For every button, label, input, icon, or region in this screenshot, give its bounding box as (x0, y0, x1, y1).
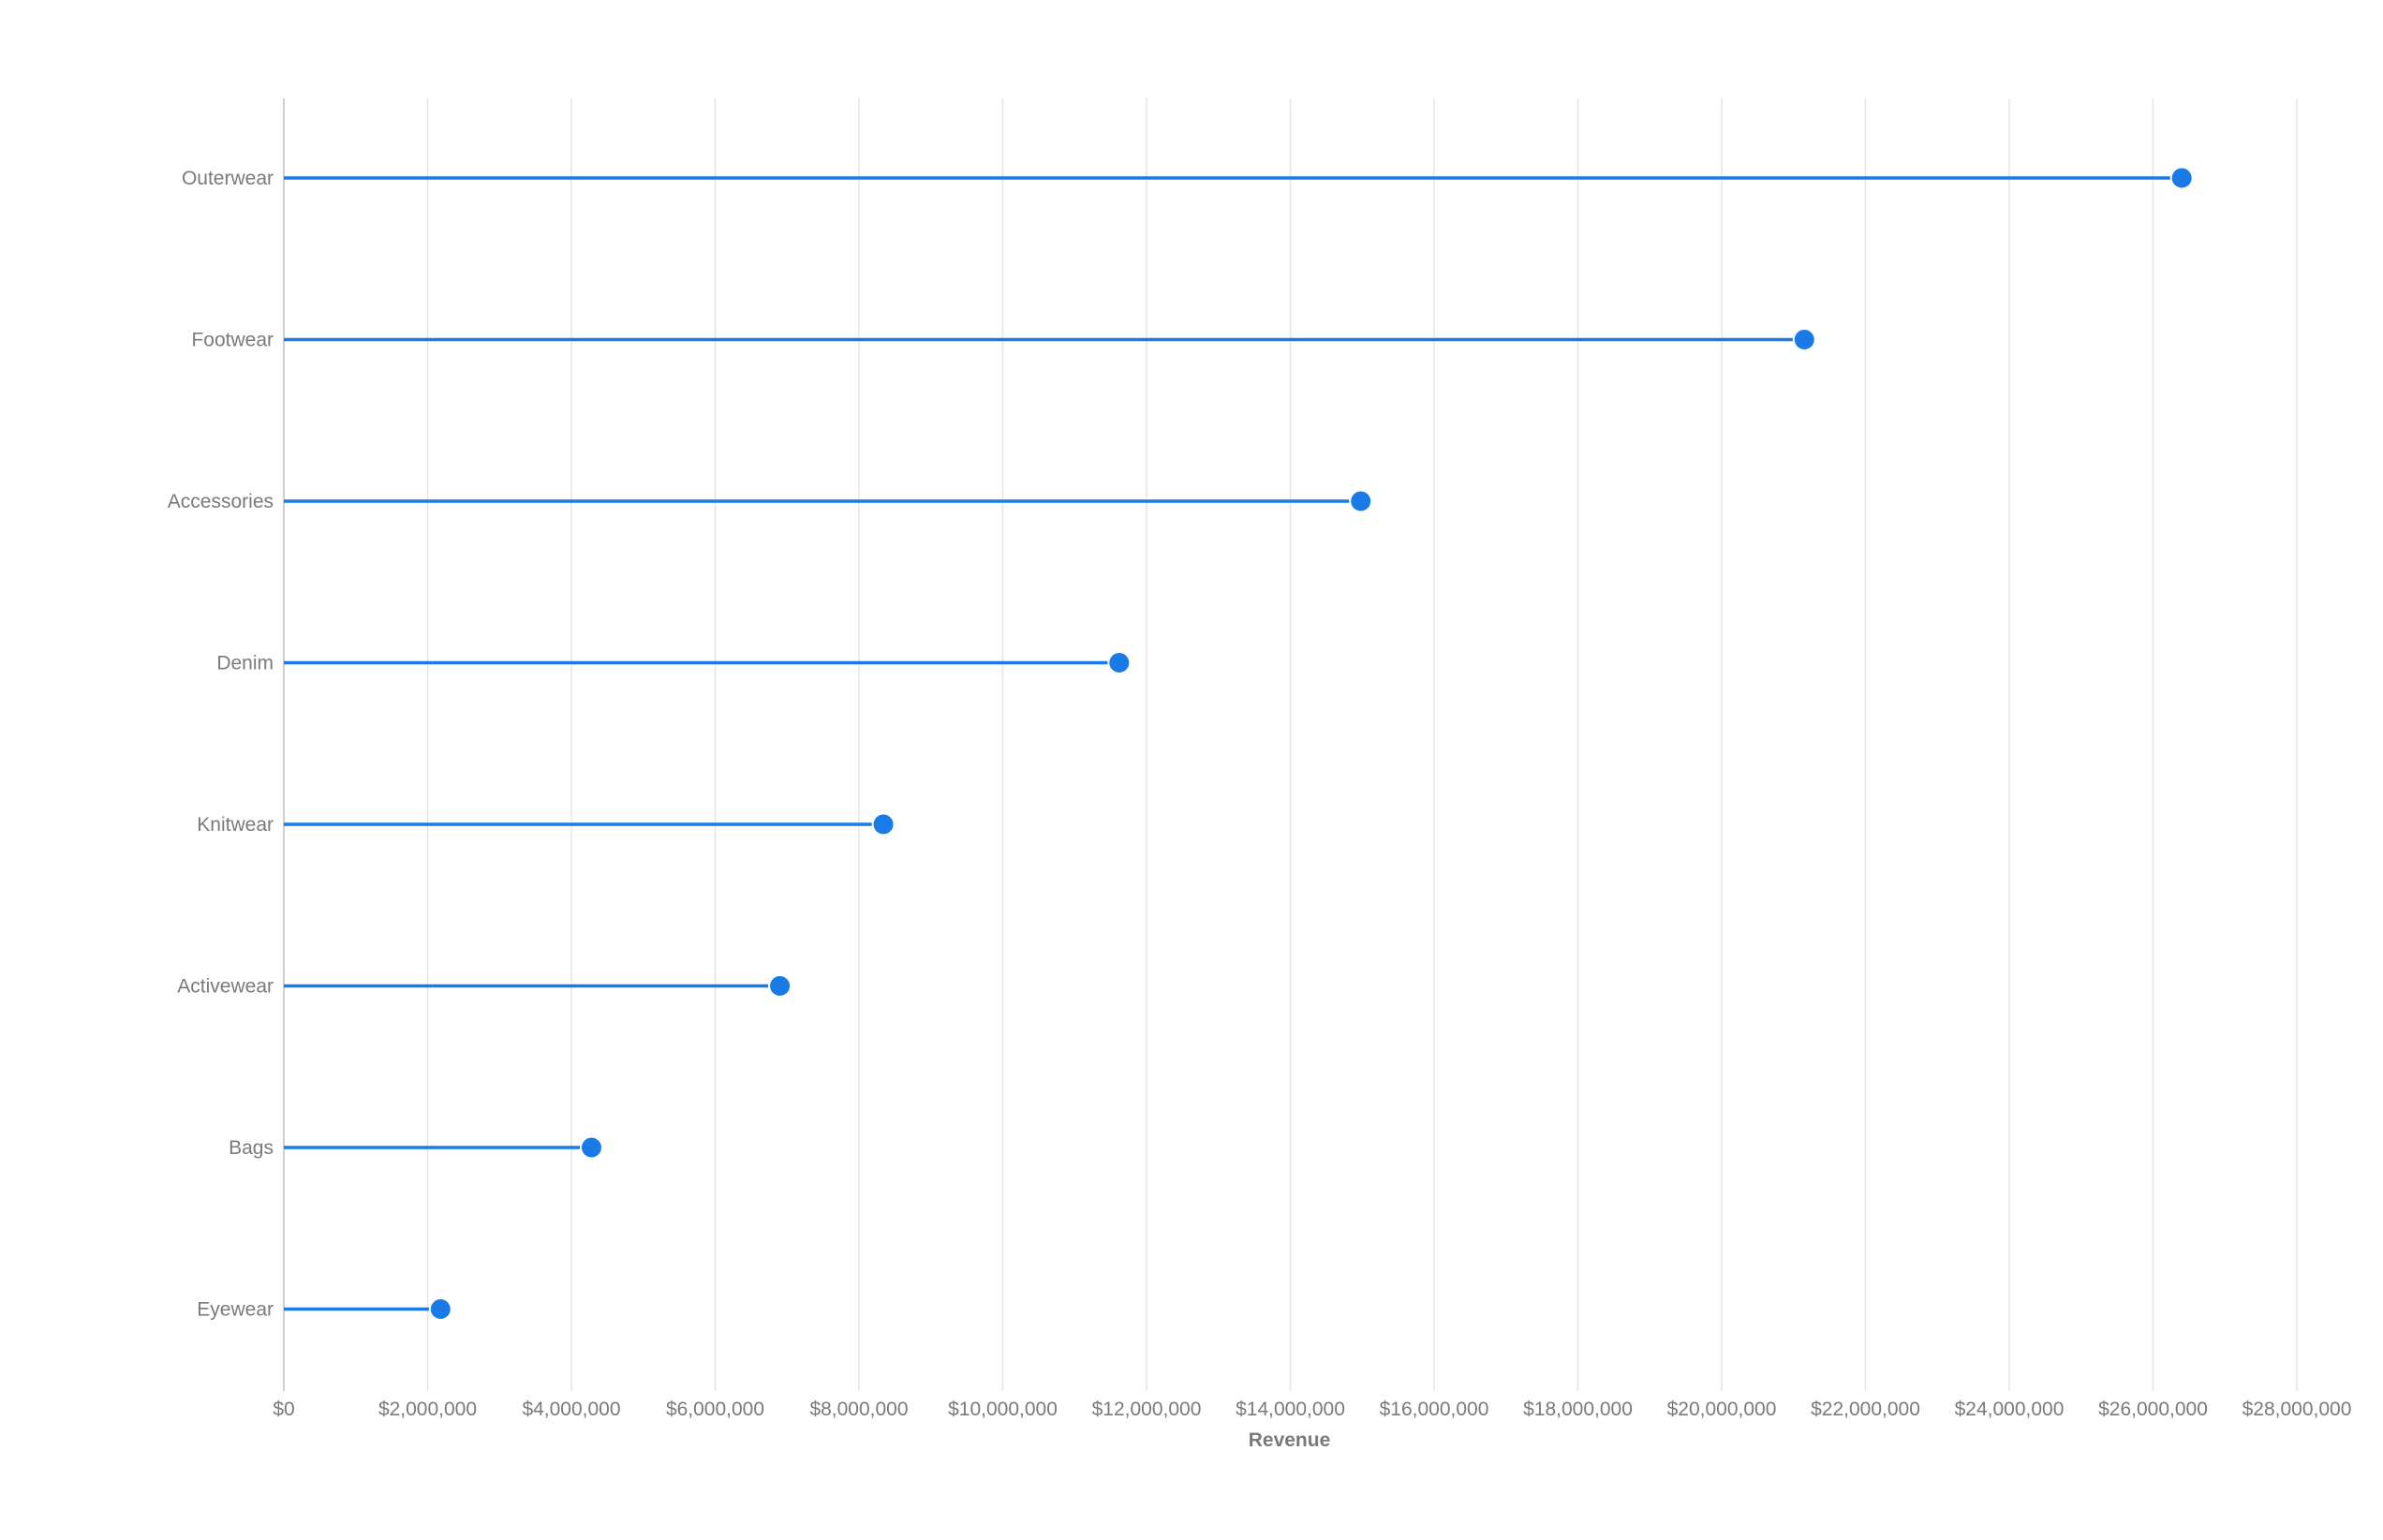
x-tick-label: $20,000,000 (1667, 1399, 1777, 1420)
lollipop-dot[interactable] (1792, 328, 1816, 351)
category-label: Accessories (168, 491, 274, 512)
category-label: Eyewear (197, 1299, 274, 1321)
lollipop-dot[interactable] (871, 812, 895, 837)
x-tick-label: $2,000,000 (378, 1399, 477, 1420)
category-label: Outerwear (182, 168, 274, 189)
x-tick-label: $6,000,000 (666, 1399, 764, 1420)
lollipop-dot[interactable] (2169, 166, 2194, 190)
x-tick-label: $26,000,000 (2098, 1399, 2208, 1420)
x-tick-label: $8,000,000 (809, 1399, 908, 1420)
dot-layer (428, 166, 2194, 1321)
grid-layer (283, 98, 2298, 1391)
category-label: Bags (229, 1137, 274, 1159)
x-tick-label: $0 (273, 1399, 294, 1420)
lollipop-dot[interactable] (428, 1297, 452, 1321)
category-label: Knitwear (197, 814, 274, 836)
x-tick-label: $14,000,000 (1236, 1399, 1345, 1420)
stem-layer (284, 176, 2183, 1311)
category-label: Activewear (177, 976, 274, 998)
lollipop-dot[interactable] (768, 974, 792, 998)
x-tick-label: $4,000,000 (522, 1399, 620, 1420)
x-tick-label: $24,000,000 (1955, 1399, 2065, 1420)
label-layer: $0 $2,000,000 $4,000,000 $6,000,000 $8,000,0… (168, 168, 2352, 1420)
lollipop-dot[interactable] (1349, 489, 1373, 513)
x-tick-label: $12,000,000 (1092, 1399, 1202, 1420)
lollipop-dot[interactable] (1107, 651, 1132, 674)
category-label: Denim (216, 653, 274, 674)
x-axis-title: Revenue (1249, 1429, 1331, 1451)
x-tick-label: $10,000,000 (948, 1399, 1058, 1420)
category-label: Footwear (191, 330, 274, 351)
x-tick-label: $18,000,000 (1523, 1399, 1633, 1420)
x-tick-label: $16,000,000 (1380, 1399, 1489, 1420)
x-tick-label: $28,000,000 (2242, 1399, 2352, 1420)
lollipop-dot[interactable] (579, 1135, 603, 1160)
x-tick-label: $22,000,000 (1811, 1399, 1920, 1420)
